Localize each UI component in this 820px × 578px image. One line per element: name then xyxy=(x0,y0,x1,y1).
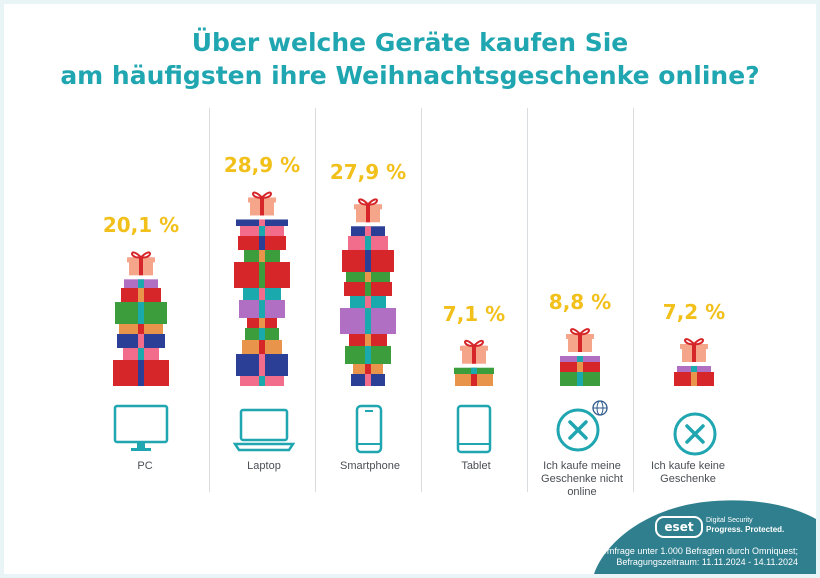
gift-ribbon xyxy=(259,318,265,328)
gift-ribbon xyxy=(365,236,371,250)
gift-ribbon xyxy=(138,302,144,324)
gift-ribbon xyxy=(365,226,371,236)
gift-ribbon xyxy=(365,272,371,282)
no-gifts-cross-icon xyxy=(673,412,717,456)
gift-bow xyxy=(464,339,484,347)
gift-bow xyxy=(684,338,704,346)
laptop-icon xyxy=(233,408,295,452)
gift-bow xyxy=(358,198,378,206)
gift-ribbon xyxy=(259,300,265,318)
category-label-smartphone: Smartphone xyxy=(340,460,400,472)
gift-stack-bar xyxy=(340,198,396,386)
column-divider xyxy=(315,108,316,492)
gift-ribbon xyxy=(577,362,583,372)
gift-top-ribbon xyxy=(139,257,143,276)
gift-ribbon xyxy=(365,346,371,364)
gift-ribbon xyxy=(259,219,265,226)
gift-ribbon xyxy=(138,334,144,348)
no-online-cross-icon xyxy=(556,400,608,452)
gift-ribbon xyxy=(259,226,265,236)
source-line-1: Umfrage unter 1.000 Befragten durch Omni… xyxy=(600,546,798,556)
gift-ribbon xyxy=(471,374,477,386)
column-divider xyxy=(527,108,528,492)
category-label-not-online: Ich kaufe meine Geschenke nicht online xyxy=(541,460,623,498)
gift-ribbon xyxy=(259,236,265,250)
column-divider xyxy=(633,108,634,492)
tablet-icon xyxy=(456,404,492,454)
gift-bow xyxy=(131,251,151,259)
gift-ribbon xyxy=(577,356,583,362)
category-label-pc: PC xyxy=(137,460,153,472)
gift-ribbon xyxy=(138,279,144,288)
column-divider xyxy=(421,108,422,492)
desktop-monitor-icon xyxy=(113,404,169,451)
category-label-tablet: Tablet xyxy=(461,460,491,472)
gift-bow xyxy=(252,191,272,199)
gift-ribbon xyxy=(365,250,371,272)
value-label: 7,2 % xyxy=(662,300,726,324)
gift-ribbon xyxy=(577,372,583,386)
gift-ribbon xyxy=(471,367,477,374)
gift-stack-bar xyxy=(560,328,600,386)
category-label-no-gifts: Ich kaufe keine Geschenke xyxy=(651,460,725,485)
smartphone-icon xyxy=(355,404,383,454)
eset-logo: eset xyxy=(655,516,703,538)
gift-ribbon xyxy=(259,354,265,376)
tagline-line-1: Digital Security xyxy=(706,517,753,524)
gift-top-ribbon xyxy=(366,204,370,223)
gift-ribbon xyxy=(365,364,371,374)
gift-ribbon xyxy=(259,250,265,262)
value-label: 8,8 % xyxy=(548,290,612,314)
gift-ribbon xyxy=(365,334,371,346)
value-label: 20,1 % xyxy=(102,213,180,238)
gift-ribbon xyxy=(138,288,144,302)
gift-top-ribbon xyxy=(692,344,696,362)
gift-ribbon xyxy=(691,366,697,372)
gift-ribbon xyxy=(138,360,144,386)
gift-ribbon xyxy=(259,328,265,340)
gift-ribbon xyxy=(259,376,265,386)
gift-top-ribbon xyxy=(260,197,264,216)
value-label: 27,9 % xyxy=(329,160,407,185)
gift-stack-bar xyxy=(234,191,290,386)
gift-ribbon xyxy=(138,324,144,334)
gift-stack-bar xyxy=(674,338,714,386)
gift-ribbon xyxy=(138,348,144,360)
gift-ribbon xyxy=(365,374,371,386)
gift-ribbon xyxy=(365,308,371,334)
gift-stack-bar xyxy=(454,339,494,386)
title-line-2: am häufigsten ihre Weihnachtsgeschenke o… xyxy=(60,61,760,90)
gift-ribbon xyxy=(259,288,265,300)
footer-wave xyxy=(594,500,816,574)
chart-title: Über welche Geräte kaufen Sie am häufigs… xyxy=(4,26,816,92)
gift-ribbon xyxy=(259,262,265,288)
category-label-laptop: Laptop xyxy=(247,460,281,472)
brand-tagline: Digital Security Progress. Protected. xyxy=(706,516,796,534)
gift-bow xyxy=(570,328,590,336)
title-line-1: Über welche Geräte kaufen Sie xyxy=(191,28,629,57)
tagline-line-2: Progress. Protected. xyxy=(706,525,785,534)
gift-ribbon xyxy=(365,296,371,308)
value-label: 7,1 % xyxy=(442,301,506,326)
gift-ribbon xyxy=(691,372,697,386)
infographic-card: Über welche Geräte kaufen Sie am häufigs… xyxy=(4,4,816,574)
gift-ribbon xyxy=(365,282,371,296)
gift-top-ribbon xyxy=(578,334,582,352)
column-divider xyxy=(209,108,210,492)
gift-stack-bar xyxy=(113,251,169,386)
survey-source: Umfrage unter 1.000 Befragten durch Omni… xyxy=(538,546,798,568)
gift-ribbon xyxy=(259,340,265,354)
source-line-2: Befragungszeitraum: 11.11.2024 - 14.11.2… xyxy=(616,557,798,567)
gift-top-ribbon xyxy=(472,345,476,364)
gift-stacks xyxy=(113,191,714,386)
value-label: 28,9 % xyxy=(223,153,301,178)
